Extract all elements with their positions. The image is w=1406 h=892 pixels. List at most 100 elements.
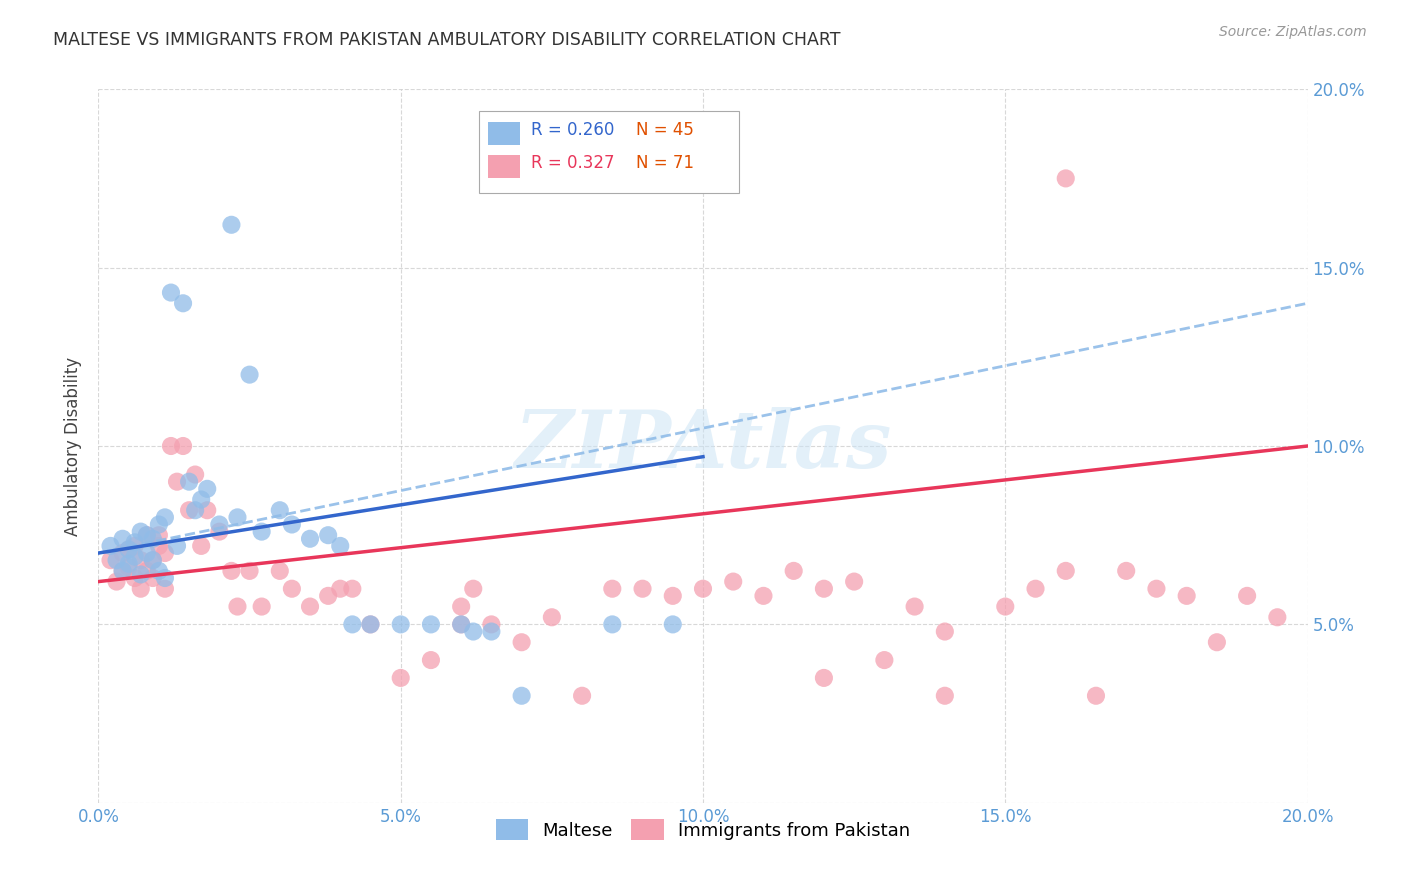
Point <box>166 475 188 489</box>
FancyBboxPatch shape <box>488 122 520 145</box>
Point <box>195 503 218 517</box>
Point <box>329 539 352 553</box>
Point <box>111 546 134 560</box>
Point <box>1024 582 1046 596</box>
Point <box>124 571 146 585</box>
Point <box>142 532 165 546</box>
Point <box>179 475 201 489</box>
Point <box>226 510 249 524</box>
Point <box>118 557 141 571</box>
Point <box>1267 610 1289 624</box>
Point <box>540 610 562 624</box>
Point <box>148 564 170 578</box>
Point <box>129 553 152 567</box>
Point <box>481 617 503 632</box>
Point <box>661 589 683 603</box>
Point <box>239 564 262 578</box>
Point <box>1206 635 1229 649</box>
Point <box>118 560 141 574</box>
Point <box>118 542 141 557</box>
Point <box>481 624 503 639</box>
Point <box>124 539 146 553</box>
Text: N = 71: N = 71 <box>637 153 695 171</box>
Point <box>602 582 624 596</box>
Point <box>142 553 165 567</box>
Point <box>135 564 157 578</box>
Point <box>269 564 291 578</box>
Point <box>692 582 714 596</box>
Point <box>1144 582 1167 596</box>
Point <box>250 524 273 539</box>
Point <box>226 599 249 614</box>
Point <box>752 589 775 603</box>
Point <box>389 617 412 632</box>
Point <box>661 617 683 632</box>
Text: MALTESE VS IMMIGRANTS FROM PAKISTAN AMBULATORY DISABILITY CORRELATION CHART: MALTESE VS IMMIGRANTS FROM PAKISTAN AMBU… <box>53 31 841 49</box>
Text: R = 0.327: R = 0.327 <box>531 153 614 171</box>
Point <box>135 546 157 560</box>
Point <box>1054 171 1077 186</box>
Point <box>195 482 218 496</box>
Point <box>124 535 146 549</box>
Point <box>299 599 322 614</box>
Point <box>463 582 485 596</box>
Point <box>934 689 956 703</box>
Point <box>1054 564 1077 578</box>
Point <box>129 567 152 582</box>
Legend: Maltese, Immigrants from Pakistan: Maltese, Immigrants from Pakistan <box>488 812 918 847</box>
Point <box>153 546 176 560</box>
Point <box>100 539 122 553</box>
Y-axis label: Ambulatory Disability: Ambulatory Disability <box>65 357 83 535</box>
Point <box>723 574 745 589</box>
Point <box>813 582 835 596</box>
Point <box>631 582 654 596</box>
Point <box>360 617 382 632</box>
Point <box>208 524 231 539</box>
Point <box>148 517 170 532</box>
Point <box>1085 689 1108 703</box>
FancyBboxPatch shape <box>488 155 520 178</box>
Point <box>184 503 207 517</box>
Point <box>299 532 322 546</box>
Point <box>129 582 152 596</box>
Point <box>463 624 485 639</box>
Point <box>148 539 170 553</box>
Point <box>329 582 352 596</box>
Point <box>142 553 165 567</box>
Text: R = 0.260: R = 0.260 <box>531 121 614 139</box>
Point <box>250 599 273 614</box>
Point <box>129 524 152 539</box>
Point <box>160 439 183 453</box>
Point <box>873 653 896 667</box>
Point <box>135 528 157 542</box>
Point <box>602 617 624 632</box>
Point <box>783 564 806 578</box>
Point <box>118 542 141 557</box>
Point <box>510 635 533 649</box>
Point <box>450 599 472 614</box>
Point <box>360 617 382 632</box>
Point <box>1175 589 1198 603</box>
Point <box>111 564 134 578</box>
FancyBboxPatch shape <box>479 111 740 193</box>
Point <box>190 539 212 553</box>
Point <box>172 296 194 310</box>
Point <box>450 617 472 632</box>
Point <box>420 617 443 632</box>
Point <box>111 532 134 546</box>
Point <box>239 368 262 382</box>
Point <box>153 582 176 596</box>
Point <box>100 553 122 567</box>
Point <box>221 564 243 578</box>
Point <box>179 503 201 517</box>
Point <box>994 599 1017 614</box>
Point <box>172 439 194 453</box>
Point <box>420 653 443 667</box>
Text: Source: ZipAtlas.com: Source: ZipAtlas.com <box>1219 25 1367 39</box>
Text: N = 45: N = 45 <box>637 121 695 139</box>
Point <box>450 617 472 632</box>
Point <box>281 582 304 596</box>
Point <box>105 574 128 589</box>
Point <box>208 517 231 532</box>
Text: ZIPAtlas: ZIPAtlas <box>515 408 891 484</box>
